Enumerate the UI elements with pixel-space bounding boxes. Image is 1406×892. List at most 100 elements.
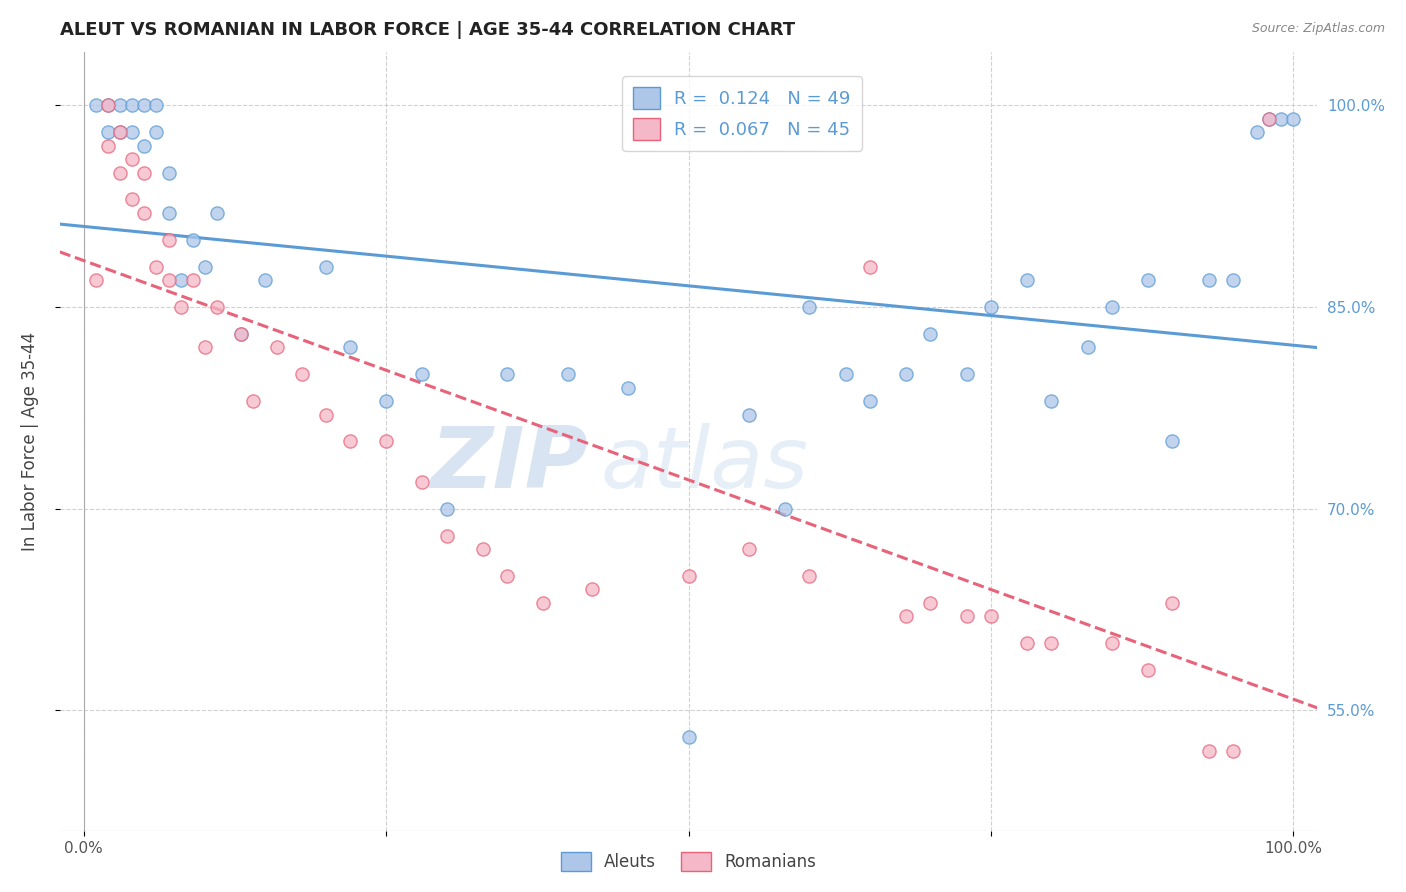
Point xyxy=(1161,596,1184,610)
Point xyxy=(315,408,337,422)
Point xyxy=(678,569,700,583)
Point xyxy=(242,394,264,409)
Point xyxy=(1017,636,1039,650)
Point xyxy=(134,138,156,153)
Point xyxy=(108,125,131,139)
Point xyxy=(157,206,180,220)
Point xyxy=(108,98,131,112)
Point xyxy=(145,260,167,274)
Point xyxy=(375,394,398,409)
Point xyxy=(205,206,228,220)
Point xyxy=(859,394,882,409)
Point xyxy=(205,300,228,314)
Point xyxy=(1246,125,1268,139)
Point xyxy=(775,501,797,516)
Point xyxy=(956,368,979,382)
Point xyxy=(84,98,107,112)
Point xyxy=(169,300,191,314)
Point xyxy=(1270,112,1292,126)
Point xyxy=(859,260,882,274)
Point xyxy=(134,206,156,220)
Text: Source: ZipAtlas.com: Source: ZipAtlas.com xyxy=(1251,22,1385,36)
Point xyxy=(157,273,180,287)
Point xyxy=(97,138,120,153)
Point xyxy=(84,273,107,287)
Point xyxy=(194,340,217,354)
Legend: Aleuts, Romanians: Aleuts, Romanians xyxy=(554,846,823,878)
Point xyxy=(169,273,191,287)
Point xyxy=(121,98,143,112)
Point xyxy=(108,165,131,179)
Point xyxy=(896,368,918,382)
Point xyxy=(678,731,700,745)
Point xyxy=(1198,744,1220,758)
Point xyxy=(339,434,361,449)
Point xyxy=(266,340,288,354)
Point xyxy=(290,368,312,382)
Point xyxy=(145,98,167,112)
Text: atlas: atlas xyxy=(600,424,808,507)
Point xyxy=(157,165,180,179)
Point xyxy=(254,273,277,287)
Point xyxy=(375,434,398,449)
Point xyxy=(1258,112,1281,126)
Point xyxy=(581,582,603,597)
Point xyxy=(738,408,761,422)
Point xyxy=(121,125,143,139)
Point xyxy=(496,368,519,382)
Point xyxy=(533,596,555,610)
Point xyxy=(1101,636,1123,650)
Point xyxy=(97,98,120,112)
Point xyxy=(229,326,252,341)
Point xyxy=(1137,273,1160,287)
Y-axis label: In Labor Force | Age 35-44: In Labor Force | Age 35-44 xyxy=(21,332,39,551)
Point xyxy=(617,381,640,395)
Point xyxy=(181,233,204,247)
Point xyxy=(1161,434,1184,449)
Text: ALEUT VS ROMANIAN IN LABOR FORCE | AGE 35-44 CORRELATION CHART: ALEUT VS ROMANIAN IN LABOR FORCE | AGE 3… xyxy=(59,21,794,39)
Point xyxy=(738,542,761,557)
Point xyxy=(229,326,252,341)
Point xyxy=(1040,636,1063,650)
Point xyxy=(194,260,217,274)
Point xyxy=(97,98,120,112)
Point xyxy=(121,152,143,166)
Point xyxy=(1222,273,1244,287)
Point xyxy=(108,125,131,139)
Point xyxy=(1282,112,1305,126)
Point xyxy=(1137,663,1160,677)
Point xyxy=(557,368,579,382)
Text: ZIP: ZIP xyxy=(430,424,588,507)
Point xyxy=(134,98,156,112)
Point xyxy=(181,273,204,287)
Point xyxy=(411,475,433,489)
Point xyxy=(1077,340,1099,354)
Point xyxy=(1258,112,1281,126)
Point xyxy=(920,596,942,610)
Point xyxy=(896,609,918,624)
Point xyxy=(471,542,494,557)
Point xyxy=(1017,273,1039,287)
Point xyxy=(315,260,337,274)
Point xyxy=(1198,273,1220,287)
Point xyxy=(799,300,821,314)
Point xyxy=(411,368,433,382)
Point xyxy=(980,300,1002,314)
Point xyxy=(134,165,156,179)
Point xyxy=(145,125,167,139)
Point xyxy=(1222,744,1244,758)
Point xyxy=(436,528,458,542)
Point xyxy=(97,125,120,139)
Point xyxy=(980,609,1002,624)
Point xyxy=(339,340,361,354)
Point xyxy=(496,569,519,583)
Point xyxy=(799,569,821,583)
Point xyxy=(121,193,143,207)
Point xyxy=(436,501,458,516)
Point xyxy=(1101,300,1123,314)
Point xyxy=(920,326,942,341)
Point xyxy=(157,233,180,247)
Point xyxy=(835,368,858,382)
Point xyxy=(956,609,979,624)
Point xyxy=(1040,394,1063,409)
